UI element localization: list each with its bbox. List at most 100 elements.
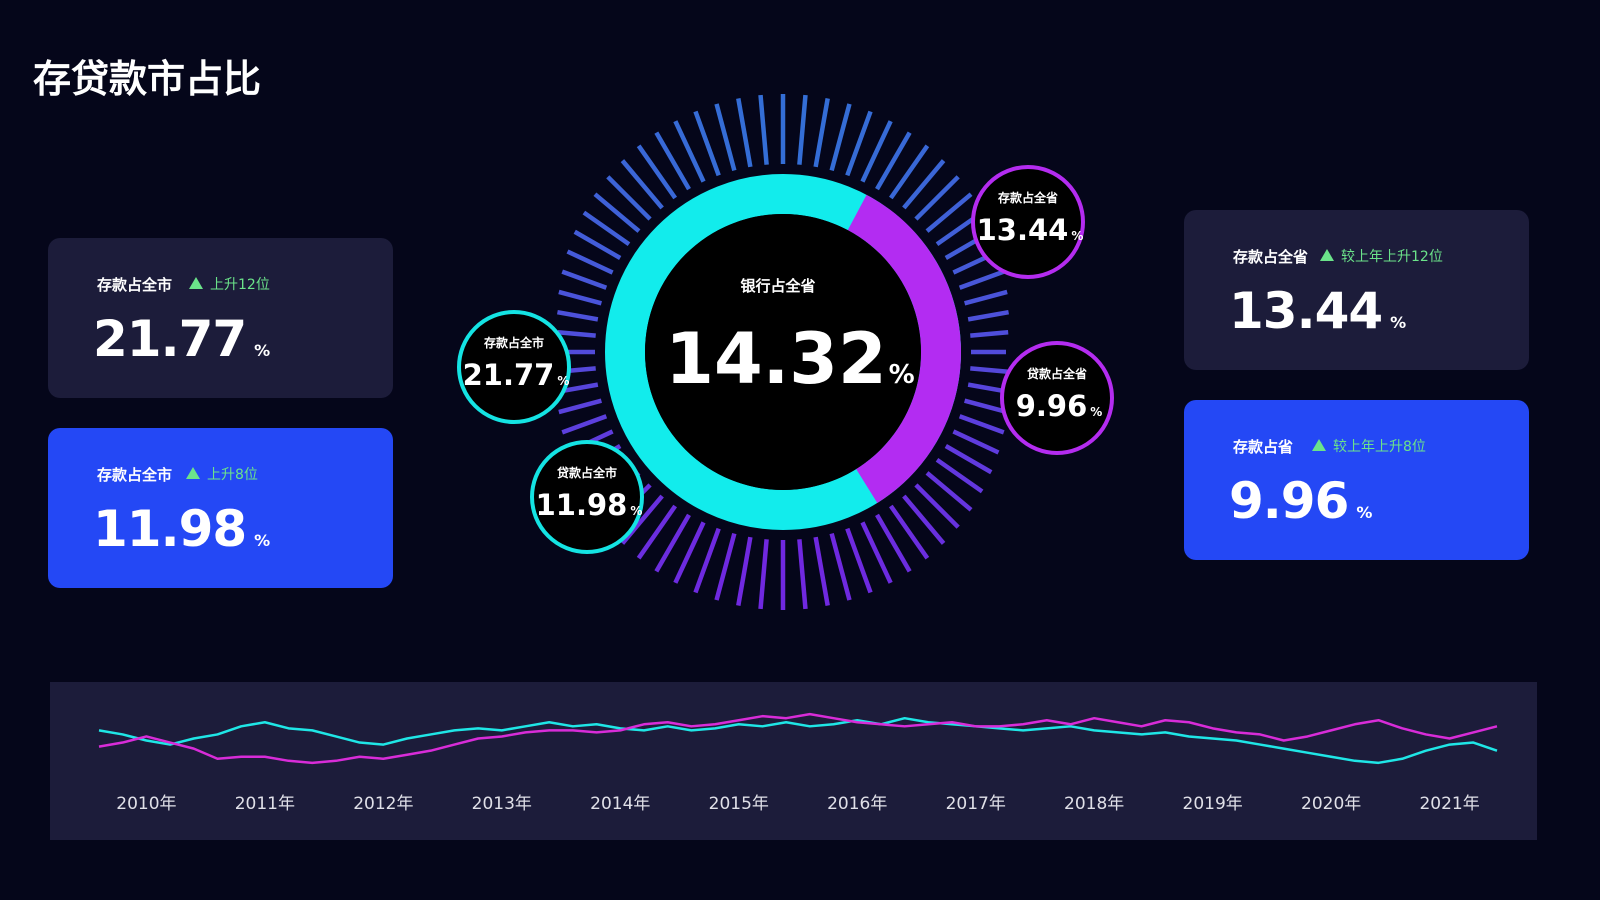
radial-tick (566, 249, 614, 275)
card-value: 21.77 (93, 310, 247, 368)
radial-tick (970, 366, 1009, 374)
radial-tick (561, 269, 608, 290)
bubble-value: 11.98 (536, 488, 628, 522)
bubble-unit: % (630, 504, 642, 518)
radial-tick (758, 94, 769, 165)
radial-tick (673, 120, 706, 183)
bubble-label: 存款占全省 (997, 190, 1058, 205)
bubble-value-row: 9.96% (1016, 389, 1103, 423)
radial-tick (829, 103, 852, 171)
radial-tick (958, 414, 1005, 435)
card-value-row: 11.98% (93, 500, 270, 558)
card-unit: % (254, 531, 271, 550)
line-series (98, 712, 1498, 765)
radial-tick (813, 98, 830, 168)
card-value-row: 13.44% (1229, 282, 1406, 340)
bubble-value-row: 13.44% (977, 213, 1084, 247)
radial-tick (914, 175, 960, 221)
card-change: 上升12位 (210, 277, 270, 293)
radial-tick (888, 144, 930, 200)
radial-tick (845, 110, 873, 177)
radial-tick (673, 521, 706, 584)
x-tick-label: 2011年 (235, 794, 295, 814)
gauge-unit: % (889, 360, 915, 390)
radial-tick (860, 120, 893, 183)
bubble-label: 贷款占全省 (1027, 366, 1087, 381)
stat-card: 存款占全市 上升12位 21.77% (48, 238, 393, 398)
radial-tick (573, 229, 622, 260)
bubble-unit: % (1090, 405, 1102, 419)
radial-tick (970, 330, 1009, 338)
radial-tick (736, 536, 753, 606)
bubble-label: 存款占全市 (483, 335, 544, 350)
x-tick-label: 2010年 (116, 794, 176, 814)
card-value-row: 21.77% (93, 310, 270, 368)
card-change: 较上年上升8位 (1333, 439, 1426, 455)
radial-tick (964, 398, 1008, 415)
radial-tick (558, 289, 602, 306)
radial-tick (860, 521, 893, 584)
card-label: 存款占全省 (1233, 248, 1309, 266)
bubble (530, 440, 644, 554)
x-tick-label: 2013年 (472, 794, 532, 814)
radial-tick (736, 98, 753, 168)
card-label: 存款占全市 (97, 276, 173, 294)
radial-tick (875, 513, 912, 573)
radial-tick (561, 414, 608, 435)
trend-panel (50, 682, 1537, 840)
stat-card: 存款占省 较上年上升8位 9.96% (1184, 400, 1529, 560)
card-label: 存款占省 (1233, 438, 1294, 456)
up-icon (1312, 439, 1326, 451)
radial-tick (558, 398, 602, 415)
radial-tick (593, 192, 641, 233)
x-tick-label: 2016年 (827, 794, 887, 814)
card-value: 9.96 (1229, 472, 1349, 530)
x-tick-label: 2020年 (1301, 794, 1361, 814)
radial-tick (875, 131, 912, 191)
radial-tick (888, 504, 930, 560)
radial-tick (925, 471, 973, 512)
radial-tick (797, 94, 808, 165)
radial-tick (654, 131, 691, 191)
radial-tick (902, 159, 946, 210)
radial-tick (606, 175, 652, 221)
card-label: 存款占全市 (97, 466, 173, 484)
page-title: 存贷款市占比 (33, 57, 262, 101)
radial-tick (925, 192, 973, 233)
bubble-value-row: 11.98% (536, 488, 643, 522)
stat-card: 存款占全省 较上年上升12位 13.44% (1184, 210, 1529, 370)
radial-tick (935, 457, 984, 494)
x-tick-label: 2014年 (590, 794, 650, 814)
bubble-value: 9.96 (1016, 389, 1088, 423)
radial-tick (952, 429, 1000, 455)
up-icon (186, 467, 200, 479)
radial-tick (958, 269, 1005, 290)
bubble-value-row: 21.77% (463, 358, 570, 392)
radial-tick (654, 513, 691, 573)
radial-tick (636, 504, 678, 560)
radial-tick (620, 159, 664, 210)
bubble (1000, 341, 1114, 455)
radial-tick (829, 533, 852, 601)
card-value-row: 9.96% (1229, 472, 1372, 530)
bubble-unit: % (1071, 229, 1083, 243)
x-tick-label: 2019年 (1183, 794, 1243, 814)
x-tick-label: 2021年 (1419, 794, 1479, 814)
card-unit: % (1356, 503, 1373, 522)
radial-tick (944, 444, 993, 475)
card-value: 11.98 (93, 500, 247, 558)
x-tick-label: 2018年 (1064, 794, 1124, 814)
bubble-value: 21.77 (463, 358, 555, 392)
stat-card: 存款占全市 上升8位 11.98% (48, 428, 393, 588)
card-change: 较上年上升12位 (1341, 249, 1443, 265)
card-value: 13.44 (1229, 282, 1383, 340)
card-unit: % (254, 341, 271, 360)
up-icon (1320, 249, 1334, 261)
radial-tick (964, 289, 1008, 306)
radial-tick (636, 144, 678, 200)
bubble-label: 贷款占全市 (557, 465, 617, 480)
radial-tick (557, 330, 596, 338)
ring-arc (847, 194, 961, 503)
radial-tick (557, 310, 599, 322)
